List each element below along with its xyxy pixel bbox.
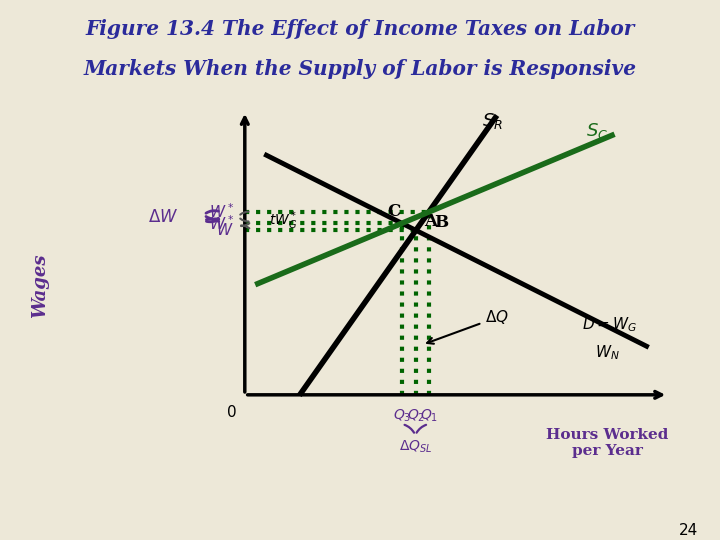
Text: $S_R$: $S_R$	[482, 111, 503, 131]
Text: Wages: Wages	[30, 254, 49, 319]
Text: Hours Worked
per Year: Hours Worked per Year	[546, 428, 669, 458]
Text: $\Delta Q_{SL}$: $\Delta Q_{SL}$	[399, 438, 432, 455]
Text: $W_N$: $W_N$	[595, 344, 619, 362]
Text: A: A	[423, 213, 436, 230]
Text: Figure 13.4 The Effect of Income Taxes on Labor: Figure 13.4 The Effect of Income Taxes o…	[85, 18, 635, 38]
Text: $tW_G^*$: $tW_G^*$	[269, 210, 297, 233]
Text: $Q_1$: $Q_1$	[420, 407, 438, 424]
Text: $S_C$: $S_C$	[586, 122, 608, 141]
Text: $D = W_G$: $D = W_G$	[582, 315, 637, 334]
Text: $W$: $W$	[217, 222, 234, 238]
Text: B: B	[434, 214, 448, 231]
Text: 24: 24	[679, 523, 698, 538]
Text: $Q_2$: $Q_2$	[407, 407, 425, 424]
Text: $W^*$: $W^*$	[209, 214, 234, 233]
Text: $W^*$: $W^*$	[209, 202, 234, 221]
Text: C: C	[387, 204, 400, 220]
Text: $\Delta Q$: $\Delta Q$	[427, 308, 509, 344]
Text: 0: 0	[227, 404, 236, 420]
Text: $Q_3$: $Q_3$	[392, 407, 411, 424]
Text: Markets When the Supply of Labor is Responsive: Markets When the Supply of Labor is Resp…	[84, 59, 636, 79]
Text: $\Delta W$: $\Delta W$	[148, 209, 178, 226]
